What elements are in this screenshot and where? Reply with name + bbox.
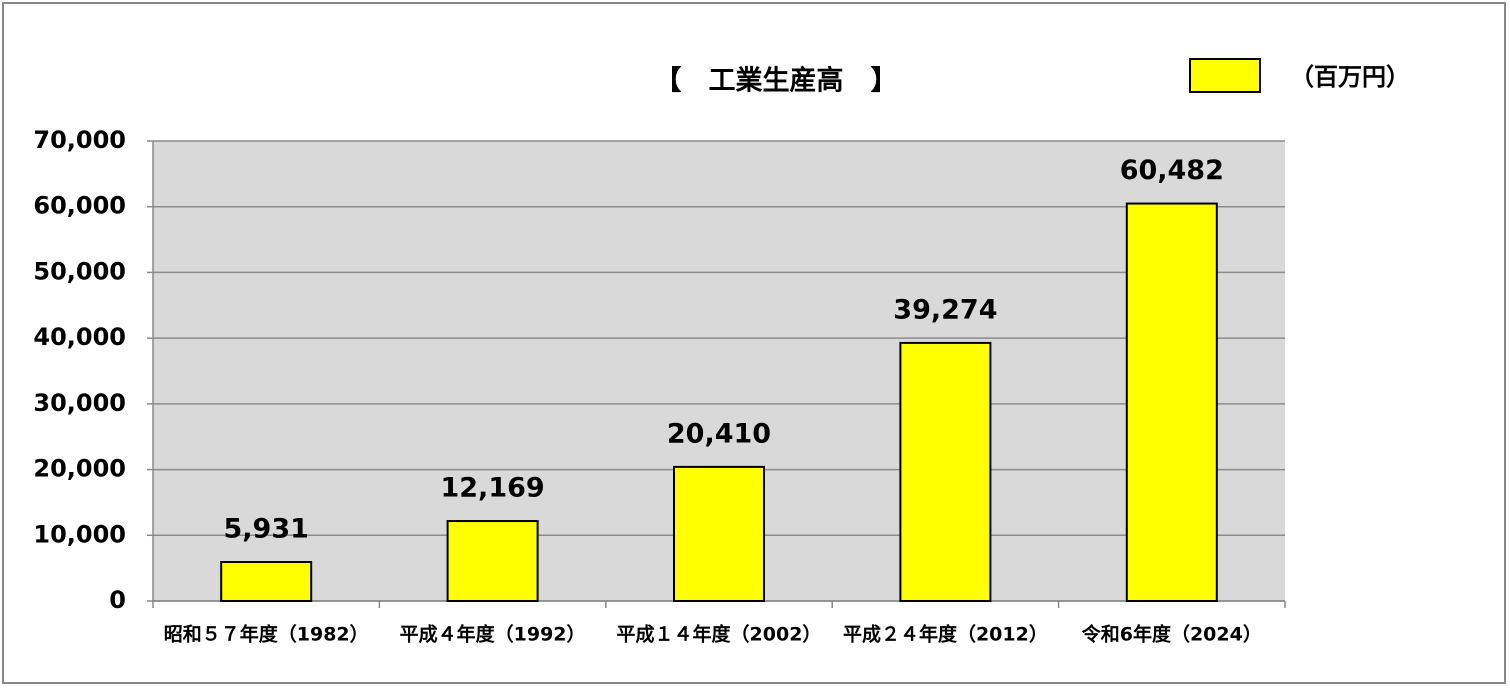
x-tick-label: 平成２４年度（2012） xyxy=(843,623,1048,646)
legend-label: （百万円） xyxy=(1290,63,1410,91)
bar xyxy=(446,520,539,602)
y-tick-label: 20,000 xyxy=(33,455,126,483)
bar xyxy=(1125,202,1218,603)
y-tick-label: 30,000 xyxy=(33,389,126,417)
x-tick-label: 令和6年度（2024） xyxy=(1082,623,1262,646)
y-tick-label: 60,000 xyxy=(33,192,126,220)
value-label: 20,410 xyxy=(667,418,771,449)
value-label: 5,931 xyxy=(223,514,308,545)
y-tick-label: 40,000 xyxy=(33,323,126,351)
x-tick-label: 平成４年度（1992） xyxy=(400,623,586,646)
y-tick-label: 10,000 xyxy=(33,520,126,548)
y-tick-label: 50,000 xyxy=(33,257,126,285)
value-label: 60,482 xyxy=(1120,155,1224,186)
value-label: 39,274 xyxy=(893,294,997,325)
bar xyxy=(220,561,313,602)
y-tick-label: 0 xyxy=(109,586,126,614)
legend-swatch xyxy=(1189,58,1261,93)
chart-title: 【 工業生産高 】 xyxy=(655,65,898,97)
x-tick-label: 平成１４年度（2002） xyxy=(617,623,822,646)
value-label: 12,169 xyxy=(440,473,544,504)
y-tick-label: 70,000 xyxy=(33,126,126,154)
bar xyxy=(673,465,765,602)
x-tick-label: 昭和５７年度（1982） xyxy=(164,623,369,646)
bar xyxy=(899,341,992,602)
